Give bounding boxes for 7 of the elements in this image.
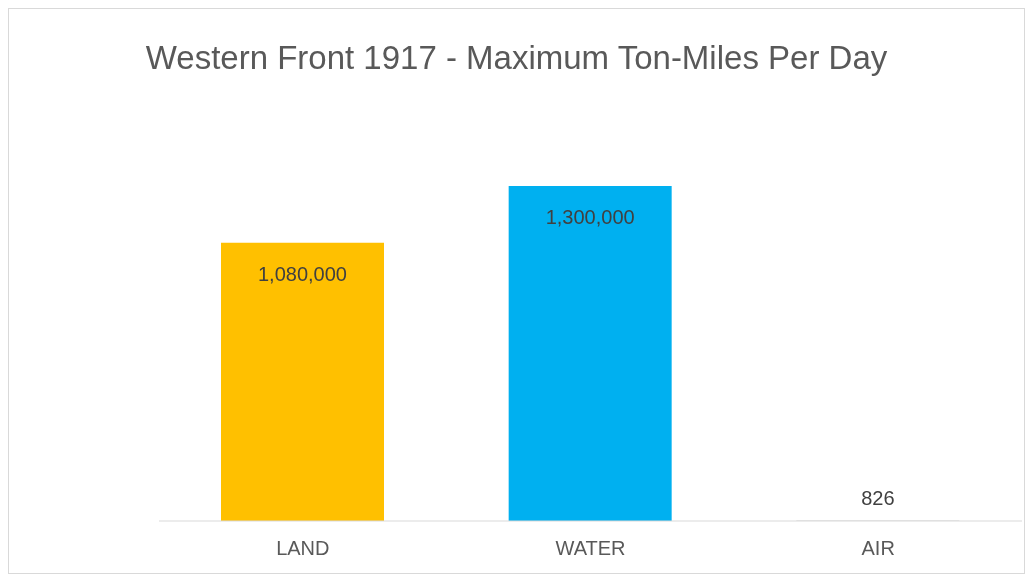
data-label: 826 (861, 486, 895, 509)
chart-title: Western Front 1917 - Maximum Ton-Miles Per Day (144, 39, 889, 77)
x-tick-label: AIR (861, 537, 895, 560)
x-tick-label: WATER (555, 537, 626, 560)
data-label: 1,300,000 (545, 206, 635, 228)
data-label: 1,080,000 (258, 262, 347, 285)
x-tick-label: LAND (276, 537, 330, 560)
